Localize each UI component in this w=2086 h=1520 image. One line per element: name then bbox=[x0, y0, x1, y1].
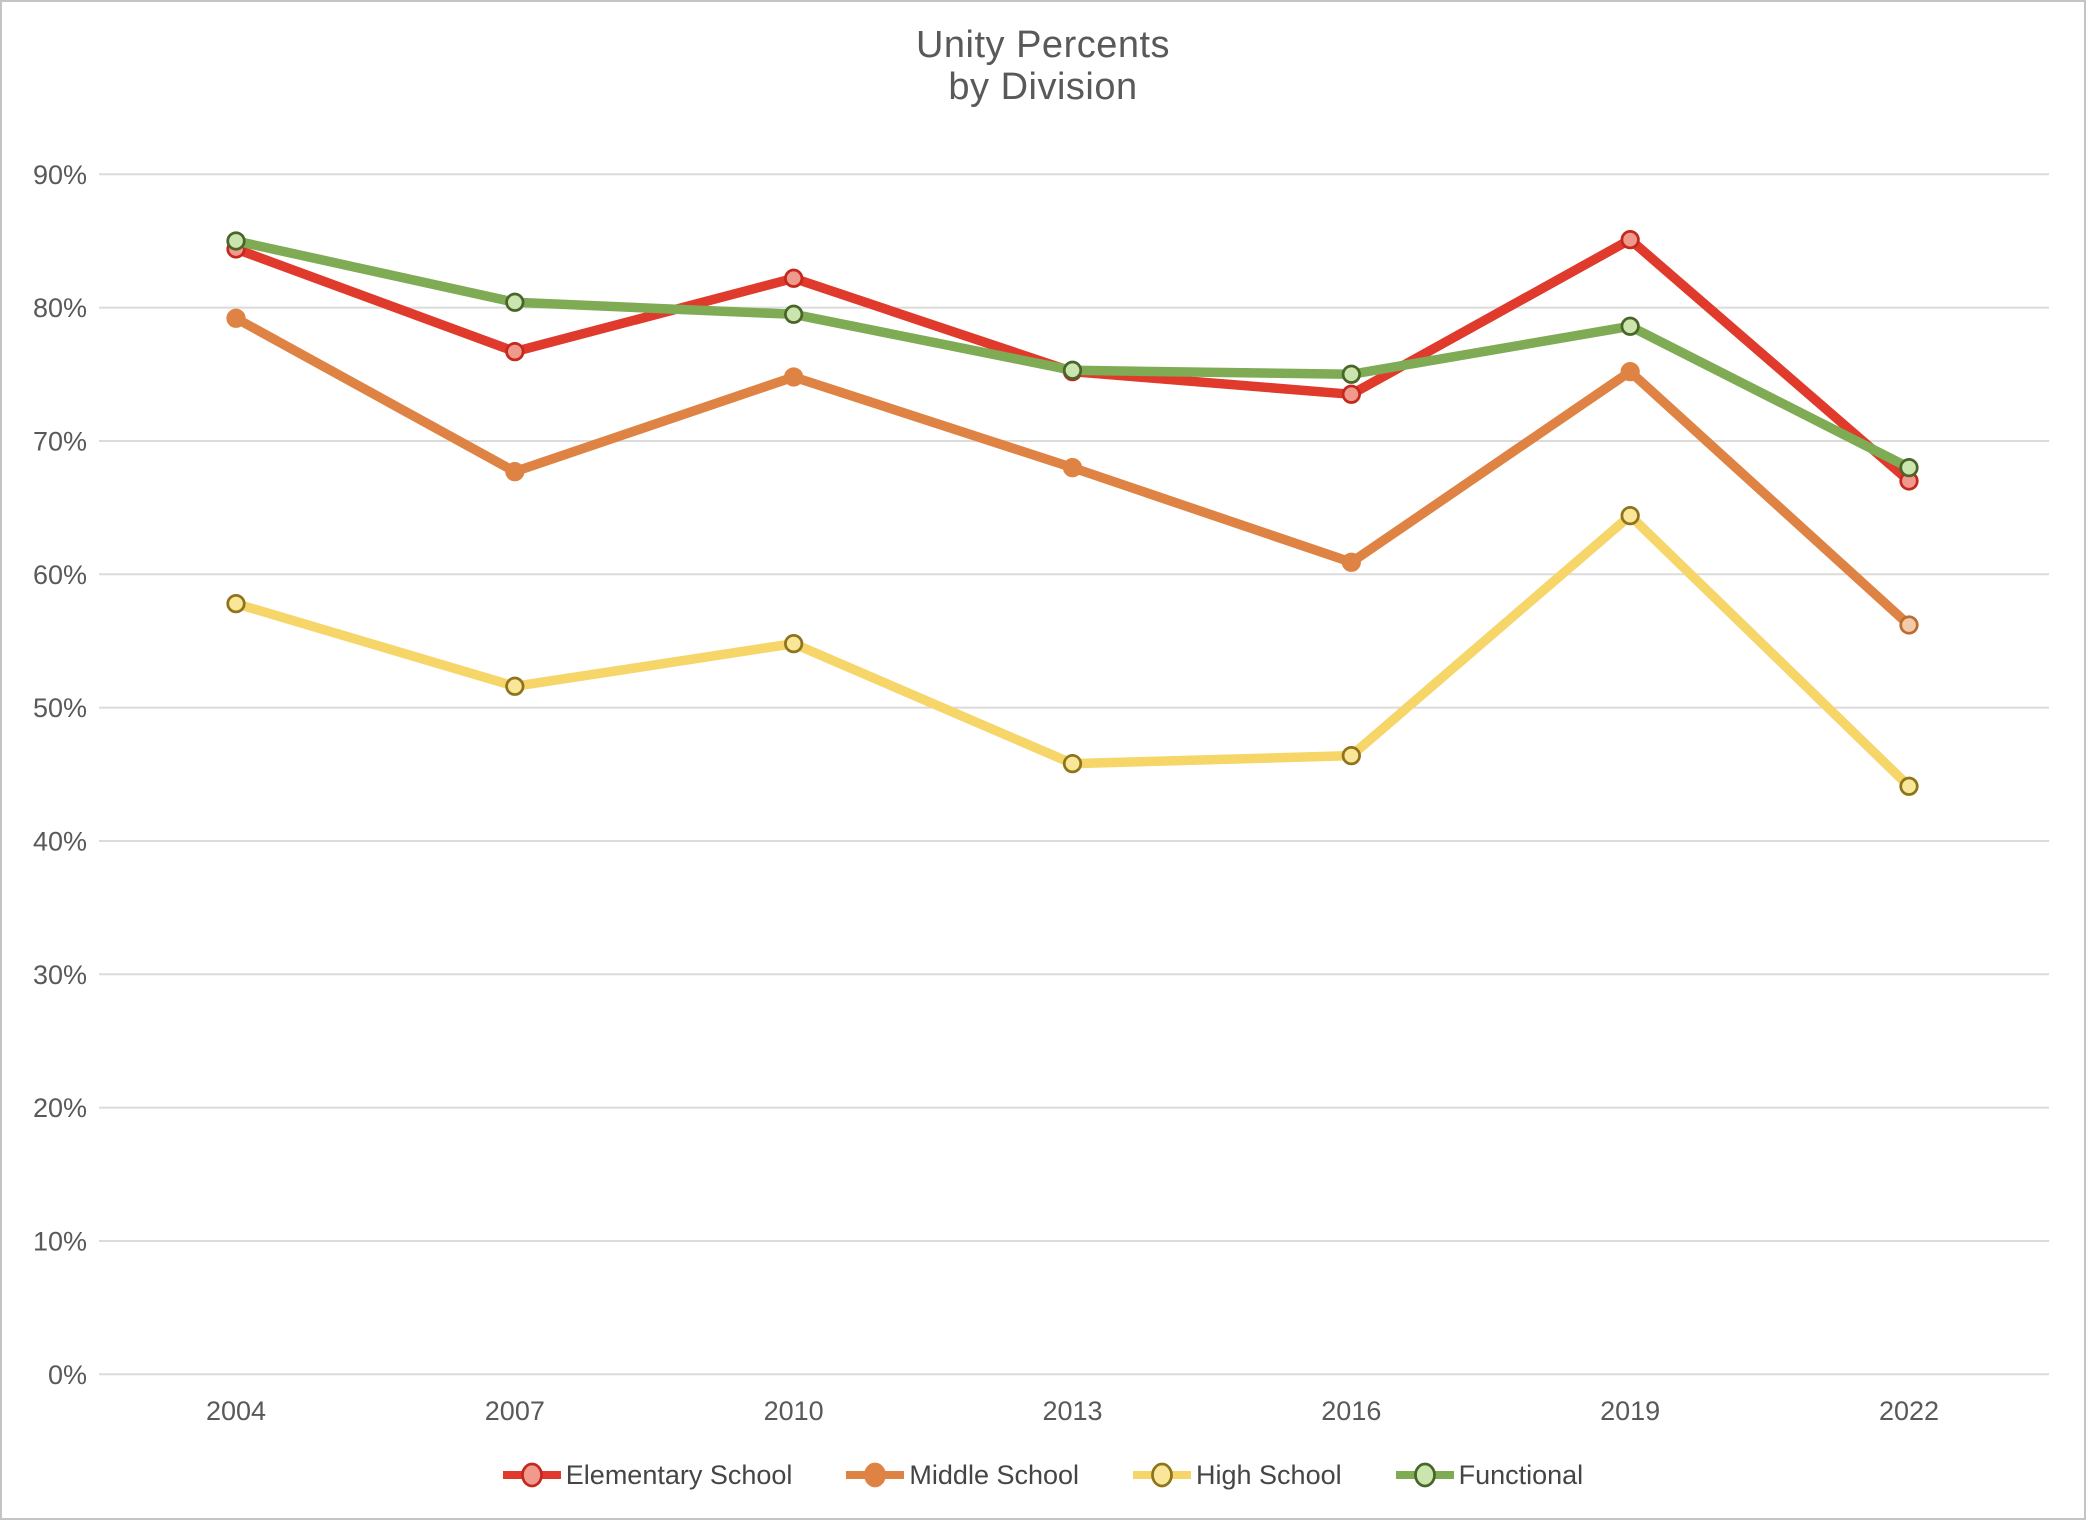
chart-legend: Elementary School Middle School High Schoo… bbox=[2, 1448, 2084, 1502]
data-point-marker-high-school-2007 bbox=[505, 676, 525, 696]
x-axis-tick-label: 2010 bbox=[764, 1396, 824, 1426]
y-axis-tick-label: 60% bbox=[33, 560, 87, 590]
series-line-high-school bbox=[231, 510, 1914, 792]
y-axis-tick-label: 30% bbox=[33, 960, 87, 990]
legend-swatch-middle-school bbox=[846, 1462, 905, 1488]
y-axis-tick-label: 90% bbox=[33, 160, 87, 190]
data-point-marker-functional-2007 bbox=[505, 292, 525, 312]
data-point-marker-middle-school-2004 bbox=[226, 308, 246, 328]
y-axis-tick-label: 80% bbox=[33, 293, 87, 323]
data-point-marker-middle-school-2010 bbox=[784, 367, 804, 387]
x-axis-tick-label: 2016 bbox=[1321, 1396, 1381, 1426]
legend-marker-icon bbox=[864, 1462, 887, 1488]
legend-marker-icon bbox=[1413, 1462, 1436, 1488]
series-line-functional bbox=[231, 236, 1914, 473]
legend-label-elementary-school: Elementary School bbox=[565, 1459, 793, 1490]
y-axis-tick-label: 50% bbox=[33, 693, 87, 723]
series-line-elementary-school bbox=[231, 234, 1914, 486]
legend-label-high-school: High School bbox=[1196, 1459, 1342, 1490]
data-point-marker-functional-2022 bbox=[1899, 458, 1919, 478]
chart-title: Unity Percents by Division bbox=[2, 24, 2084, 108]
legend-label-functional: Functional bbox=[1458, 1459, 1584, 1490]
data-point-marker-elementary-school-2016 bbox=[1341, 384, 1361, 404]
y-axis-tick-label: 20% bbox=[33, 1093, 87, 1123]
data-point-marker-middle-school-2013 bbox=[1062, 458, 1083, 478]
legend-item-middle-school: Middle School bbox=[846, 1459, 1079, 1491]
y-axis-tick-label: 70% bbox=[33, 426, 87, 456]
data-point-marker-middle-school-2022 bbox=[1899, 615, 1919, 635]
legend-marker-icon bbox=[520, 1462, 543, 1488]
data-point-marker-middle-school-2016 bbox=[1341, 552, 1361, 572]
data-point-marker-functional-2016 bbox=[1341, 364, 1361, 384]
data-point-marker-high-school-2004 bbox=[226, 594, 246, 614]
legend-item-elementary-school: Elementary School bbox=[502, 1459, 793, 1491]
y-axis-tick-label: 0% bbox=[48, 1360, 87, 1390]
data-point-marker-elementary-school-2019 bbox=[1620, 230, 1640, 250]
data-point-marker-high-school-2016 bbox=[1341, 746, 1361, 766]
x-axis-tick-label: 2019 bbox=[1600, 1396, 1660, 1426]
data-point-marker-high-school-2019 bbox=[1620, 506, 1640, 526]
data-point-marker-high-school-2022 bbox=[1899, 776, 1919, 796]
data-point-marker-high-school-2010 bbox=[784, 634, 804, 654]
legend-label-middle-school: Middle School bbox=[909, 1459, 1080, 1490]
data-point-marker-middle-school-2007 bbox=[505, 462, 525, 482]
data-point-marker-functional-2010 bbox=[784, 304, 804, 324]
data-point-marker-elementary-school-2007 bbox=[505, 342, 525, 362]
legend-item-functional: Functional bbox=[1395, 1459, 1584, 1491]
data-point-marker-functional-2019 bbox=[1620, 316, 1640, 336]
y-axis-tick-label: 40% bbox=[33, 826, 87, 856]
legend-item-high-school: High School bbox=[1133, 1459, 1342, 1491]
x-axis-tick-label: 2007 bbox=[485, 1396, 545, 1426]
chart-title-line-1: Unity Percents bbox=[915, 24, 1171, 66]
chart-title-line-2: by Division bbox=[948, 66, 1138, 108]
y-axis-tick-label: 10% bbox=[33, 1226, 87, 1256]
x-axis-tick-label: 2022 bbox=[1879, 1396, 1939, 1426]
x-axis-tick-label: 2013 bbox=[1042, 1396, 1102, 1426]
data-point-marker-functional-2013 bbox=[1062, 360, 1083, 380]
legend-marker-icon bbox=[1151, 1462, 1173, 1488]
data-point-marker-functional-2004 bbox=[226, 231, 246, 251]
x-axis-tick-label: 2004 bbox=[206, 1396, 266, 1426]
data-point-marker-high-school-2013 bbox=[1062, 754, 1083, 774]
data-point-marker-middle-school-2019 bbox=[1620, 362, 1640, 382]
legend-swatch-high-school bbox=[1133, 1462, 1192, 1488]
legend-swatch-functional bbox=[1395, 1462, 1454, 1488]
legend-swatch-elementary-school bbox=[502, 1462, 561, 1488]
data-point-marker-elementary-school-2010 bbox=[784, 268, 804, 288]
